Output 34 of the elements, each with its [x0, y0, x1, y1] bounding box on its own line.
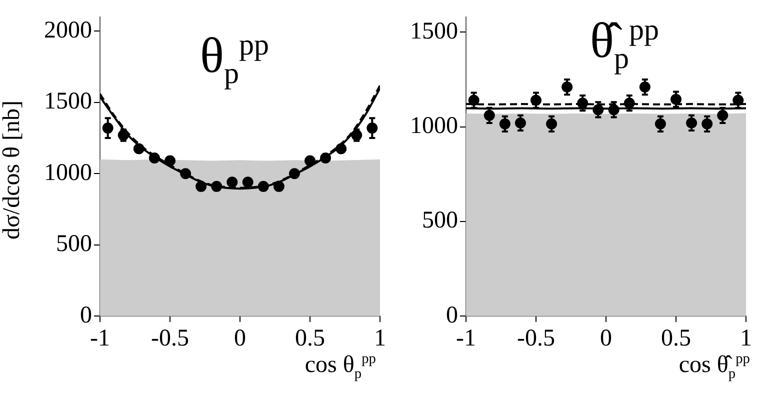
x-tick-label: 0.5	[661, 326, 691, 352]
point	[242, 176, 254, 188]
y-tick-label: 2000	[44, 18, 92, 44]
y-tick-label: 500	[422, 208, 458, 234]
point	[211, 180, 222, 192]
y-tick-label: 0	[446, 302, 458, 328]
point	[320, 152, 332, 164]
x-tick-label: 0.5	[295, 326, 325, 352]
x-tick-label: 1	[374, 326, 386, 352]
point	[180, 168, 192, 180]
x-tick-label: -0.5	[151, 326, 189, 352]
point	[288, 168, 300, 180]
y-axis-title: dσ/dcos θ [nb]	[0, 100, 25, 240]
x-tick-label: 1	[740, 326, 752, 352]
y-tick-label: 1000	[44, 160, 92, 186]
point	[226, 176, 238, 188]
point	[148, 152, 160, 164]
point	[133, 143, 144, 154]
x-tick-label: 0	[234, 326, 246, 352]
x-tick-label: -1	[90, 326, 110, 352]
x-tick-label: -0.5	[517, 326, 555, 352]
y-tick-label: 500	[56, 231, 92, 258]
y-tick-label: 0	[80, 302, 92, 328]
y-tick-label: 1000	[410, 113, 458, 140]
point	[336, 143, 347, 154]
point	[258, 180, 269, 192]
point	[304, 155, 316, 166]
x-tick-label: 0	[600, 326, 612, 352]
y-tick-label: 1500	[410, 18, 458, 44]
point	[196, 180, 207, 192]
x-tick-label: -1	[456, 326, 476, 352]
point	[273, 180, 284, 192]
point	[164, 155, 176, 166]
y-tick-label: 1500	[44, 88, 92, 115]
